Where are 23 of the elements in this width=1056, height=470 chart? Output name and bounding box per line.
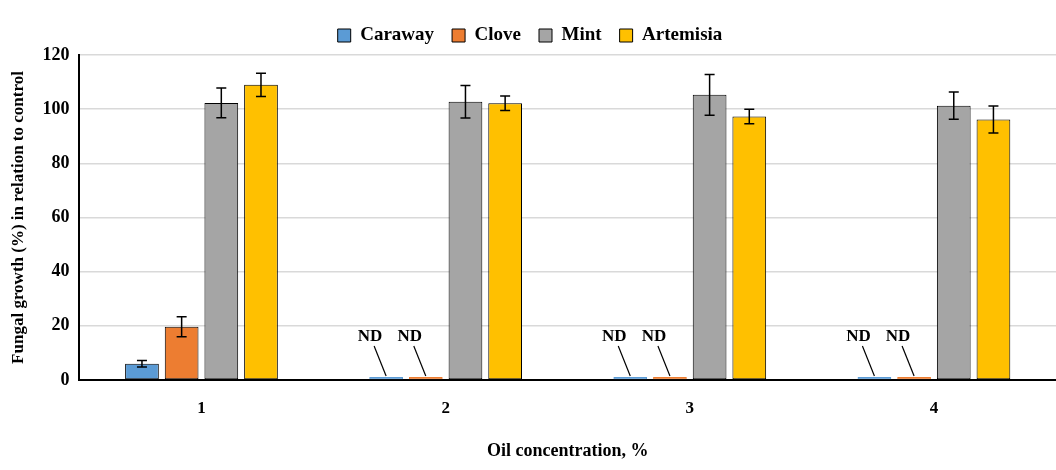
- x-tick-label: 3: [685, 397, 695, 417]
- x-tick-label: 1: [197, 397, 206, 417]
- y-tick-label: 40: [51, 260, 70, 281]
- y-tick-label: 0: [60, 368, 70, 389]
- data-label: ND: [601, 325, 627, 345]
- data-label: ND: [846, 325, 871, 345]
- y-tick-label: 120: [42, 43, 70, 64]
- legend-label: Clove: [474, 23, 522, 45]
- data-label: ND: [885, 325, 911, 345]
- y-tick-label: 80: [51, 151, 70, 172]
- legend-label: Caraway: [360, 23, 435, 45]
- x-axis-title: Oil concentration, %: [486, 439, 649, 460]
- y-tick-label: 20: [51, 314, 70, 335]
- data-label: ND: [397, 325, 423, 345]
- x-tick-label: 2: [441, 397, 450, 417]
- legend-label: Artemisia: [642, 23, 723, 45]
- legend-label: Mint: [561, 23, 603, 45]
- y-axis-title: Fungal growth (%) in relation to control: [7, 70, 27, 364]
- y-tick-label: 60: [51, 206, 70, 227]
- x-tick-label: 4: [929, 397, 939, 417]
- data-label: ND: [357, 325, 383, 345]
- y-tick-label: 100: [42, 97, 70, 118]
- data-label: ND: [641, 325, 667, 345]
